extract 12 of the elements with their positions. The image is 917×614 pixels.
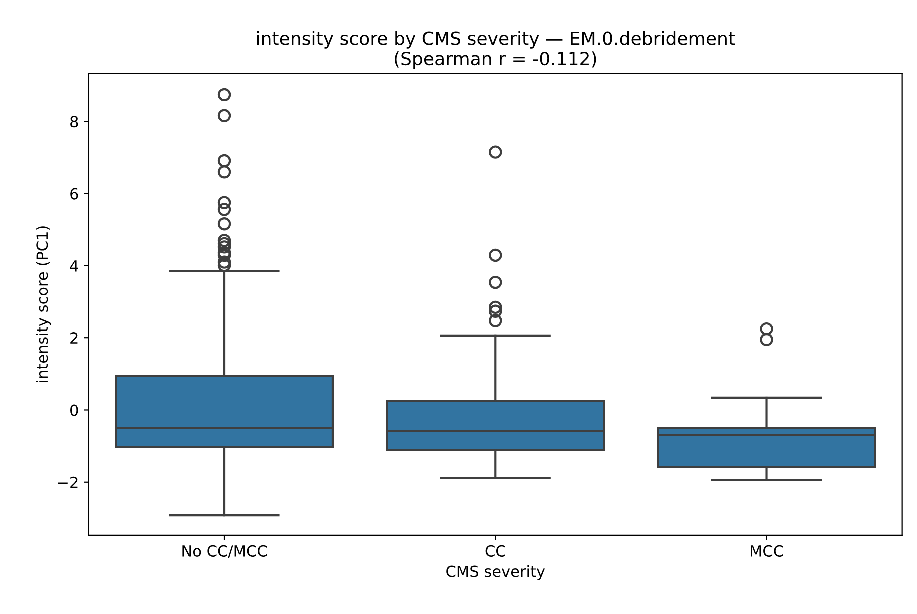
y-tick-label: 2 xyxy=(70,332,78,344)
y-axis-title: intensity score (PC1) xyxy=(36,226,52,382)
y-tick-label: 6 xyxy=(70,188,78,200)
y-tick-label: 8 xyxy=(70,116,78,128)
chart-title: intensity score by CMS severity — EM.0.debridement (Spearman r = -0.112) xyxy=(257,31,736,70)
x-tick-label: MCC xyxy=(751,545,784,557)
x-tick-label: CC xyxy=(486,545,506,557)
x-axis-title: CMS severity xyxy=(446,565,546,580)
y-tick-label: 4 xyxy=(70,260,78,272)
y-tick-label: 0 xyxy=(70,404,78,416)
x-tick-label: No CC/MCC xyxy=(182,545,267,558)
y-tick-label: −2 xyxy=(58,476,78,488)
